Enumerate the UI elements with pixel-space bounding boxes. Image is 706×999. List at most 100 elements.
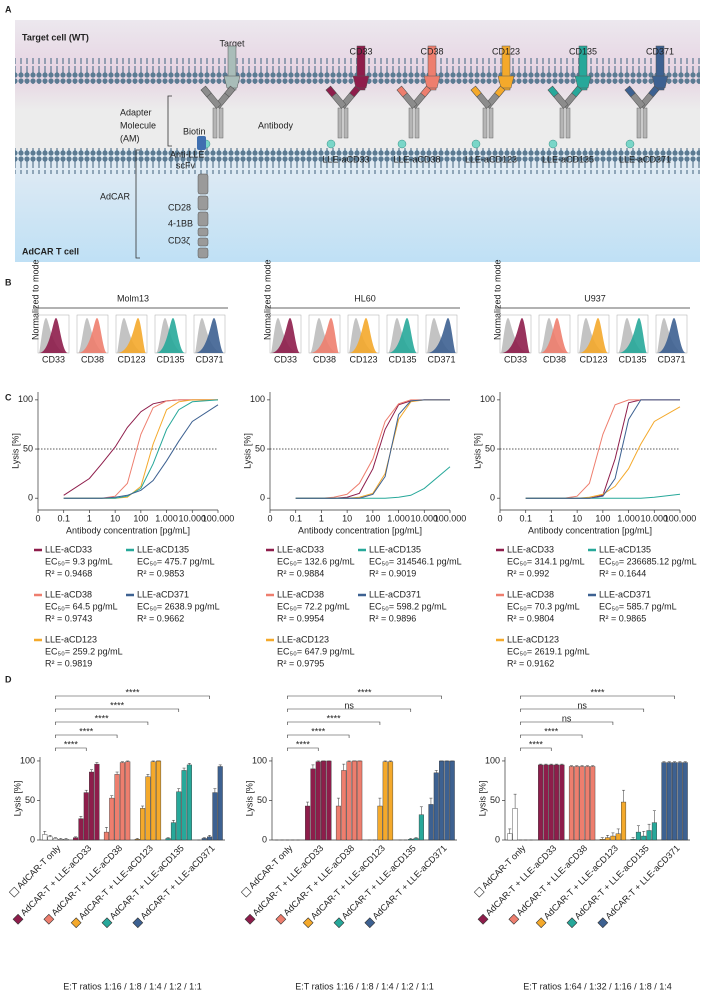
category-swatch — [566, 917, 578, 929]
x-tick-label: 1.000 — [617, 513, 640, 523]
error-bar — [104, 827, 108, 833]
x-axis-title: Antibody concentration [pg/mL] — [528, 525, 652, 535]
significance-label: **** — [327, 713, 342, 723]
error-bar — [585, 765, 589, 767]
category-swatch — [477, 913, 489, 925]
bar — [83, 792, 89, 841]
legend-label: LLE-aCD33 — [277, 544, 324, 554]
category-swatch — [244, 913, 256, 925]
antibody-arm — [484, 85, 506, 109]
category-swatch — [101, 917, 113, 929]
error-bar — [662, 761, 666, 763]
bar — [574, 766, 580, 841]
histogram-peak — [78, 318, 107, 353]
category-label-group: AdCAR-T only — [8, 843, 63, 898]
error-bar — [591, 765, 595, 767]
panel-letter: D — [5, 674, 12, 684]
error-bar — [151, 760, 155, 762]
marker-label: CD135 — [156, 354, 184, 364]
arm-tip — [571, 85, 583, 98]
legend-label: LLE-aCD371 — [369, 589, 421, 599]
significance-bracket — [287, 695, 442, 699]
bracket — [135, 95, 172, 259]
ec50-label: EC₅₀= 585.7 pg/mL — [599, 601, 677, 611]
x-tick-label: 10.000 — [179, 513, 207, 523]
antibody-stem — [565, 107, 571, 139]
lle-tag — [326, 139, 336, 149]
error-bar — [141, 805, 145, 809]
y-tick-label: 0 — [28, 493, 33, 503]
bar — [156, 760, 162, 841]
y-axis-title: Lysis [%] — [10, 433, 20, 469]
error-bar — [135, 838, 139, 840]
x-tick-label: 1 — [319, 513, 324, 523]
bar — [615, 833, 621, 841]
error-bar — [146, 774, 150, 777]
curve — [525, 399, 680, 499]
error-bar — [166, 837, 170, 839]
bar — [418, 814, 424, 841]
r2-label: R² = 0.9743 — [45, 613, 92, 623]
r2-label: R² = 0.9468 — [45, 568, 92, 578]
error-bar — [213, 788, 217, 793]
significance-bracket — [287, 708, 412, 712]
bar — [377, 805, 383, 841]
significance-bracket — [55, 695, 210, 699]
bar — [165, 838, 171, 841]
significance-label: **** — [590, 687, 605, 697]
error-bar — [414, 837, 418, 839]
bar — [176, 791, 182, 841]
bar — [439, 760, 445, 841]
bar — [140, 808, 146, 841]
receptor-head — [352, 75, 370, 89]
lle-tag — [471, 139, 481, 149]
bar — [305, 805, 311, 841]
legend-label: LLE-aCD123 — [45, 634, 97, 644]
marker-label: CD123 — [349, 354, 377, 364]
x-tick-label: 1 — [549, 513, 554, 523]
error-bar — [311, 764, 315, 769]
error-bar — [549, 763, 553, 765]
bar — [682, 762, 688, 841]
significance-label: **** — [544, 726, 559, 736]
histogram-peak — [310, 318, 339, 353]
x-axis-title: Antibody concentration [pg/mL] — [298, 525, 422, 535]
marker-label: CD38 — [313, 354, 336, 364]
error-bar — [434, 770, 438, 773]
bar — [610, 835, 616, 841]
bar — [621, 801, 627, 841]
legend-label: LLE-aCD123 — [277, 634, 329, 644]
bar — [408, 839, 414, 841]
receptor — [578, 45, 588, 91]
histogram-peak — [117, 318, 146, 353]
label: AdCAR T cell — [22, 246, 79, 256]
error-bar — [647, 823, 651, 831]
arm-tip — [624, 85, 636, 98]
x-tick-label: 100.000 — [202, 513, 235, 523]
error-bar — [560, 763, 564, 765]
target-label: CD123 — [492, 46, 520, 56]
category-label-group: AdCAR-T only — [240, 843, 295, 898]
y-axis-title: Lysis [%] — [242, 433, 252, 469]
significance-label: **** — [64, 739, 79, 749]
y-tick-label: 50 — [490, 795, 500, 805]
ec50-label: EC₅₀= 647.9 pg/mL — [277, 646, 355, 656]
histogram-peak — [657, 318, 686, 353]
label: Target cell (WT) — [22, 32, 89, 42]
r2-label: R² = 0.9884 — [277, 568, 324, 578]
x-tick-label: 10.000 — [411, 513, 439, 523]
error-bar — [429, 797, 433, 805]
bar — [433, 772, 439, 841]
r2-label: R² = 0.9853 — [137, 568, 184, 578]
antibody-arm — [325, 85, 347, 109]
marker-label: CD33 — [504, 354, 527, 364]
gap-area — [15, 110, 700, 150]
error-bar — [631, 837, 635, 840]
x-tick-label: 10 — [110, 513, 120, 523]
antibody-stem — [212, 107, 218, 139]
antibody-arm — [396, 85, 418, 109]
bar — [413, 838, 419, 841]
histogram-peak — [195, 318, 224, 353]
adcar-domain — [197, 173, 209, 195]
x-axis-title: Antibody concentration [pg/mL] — [66, 525, 190, 535]
